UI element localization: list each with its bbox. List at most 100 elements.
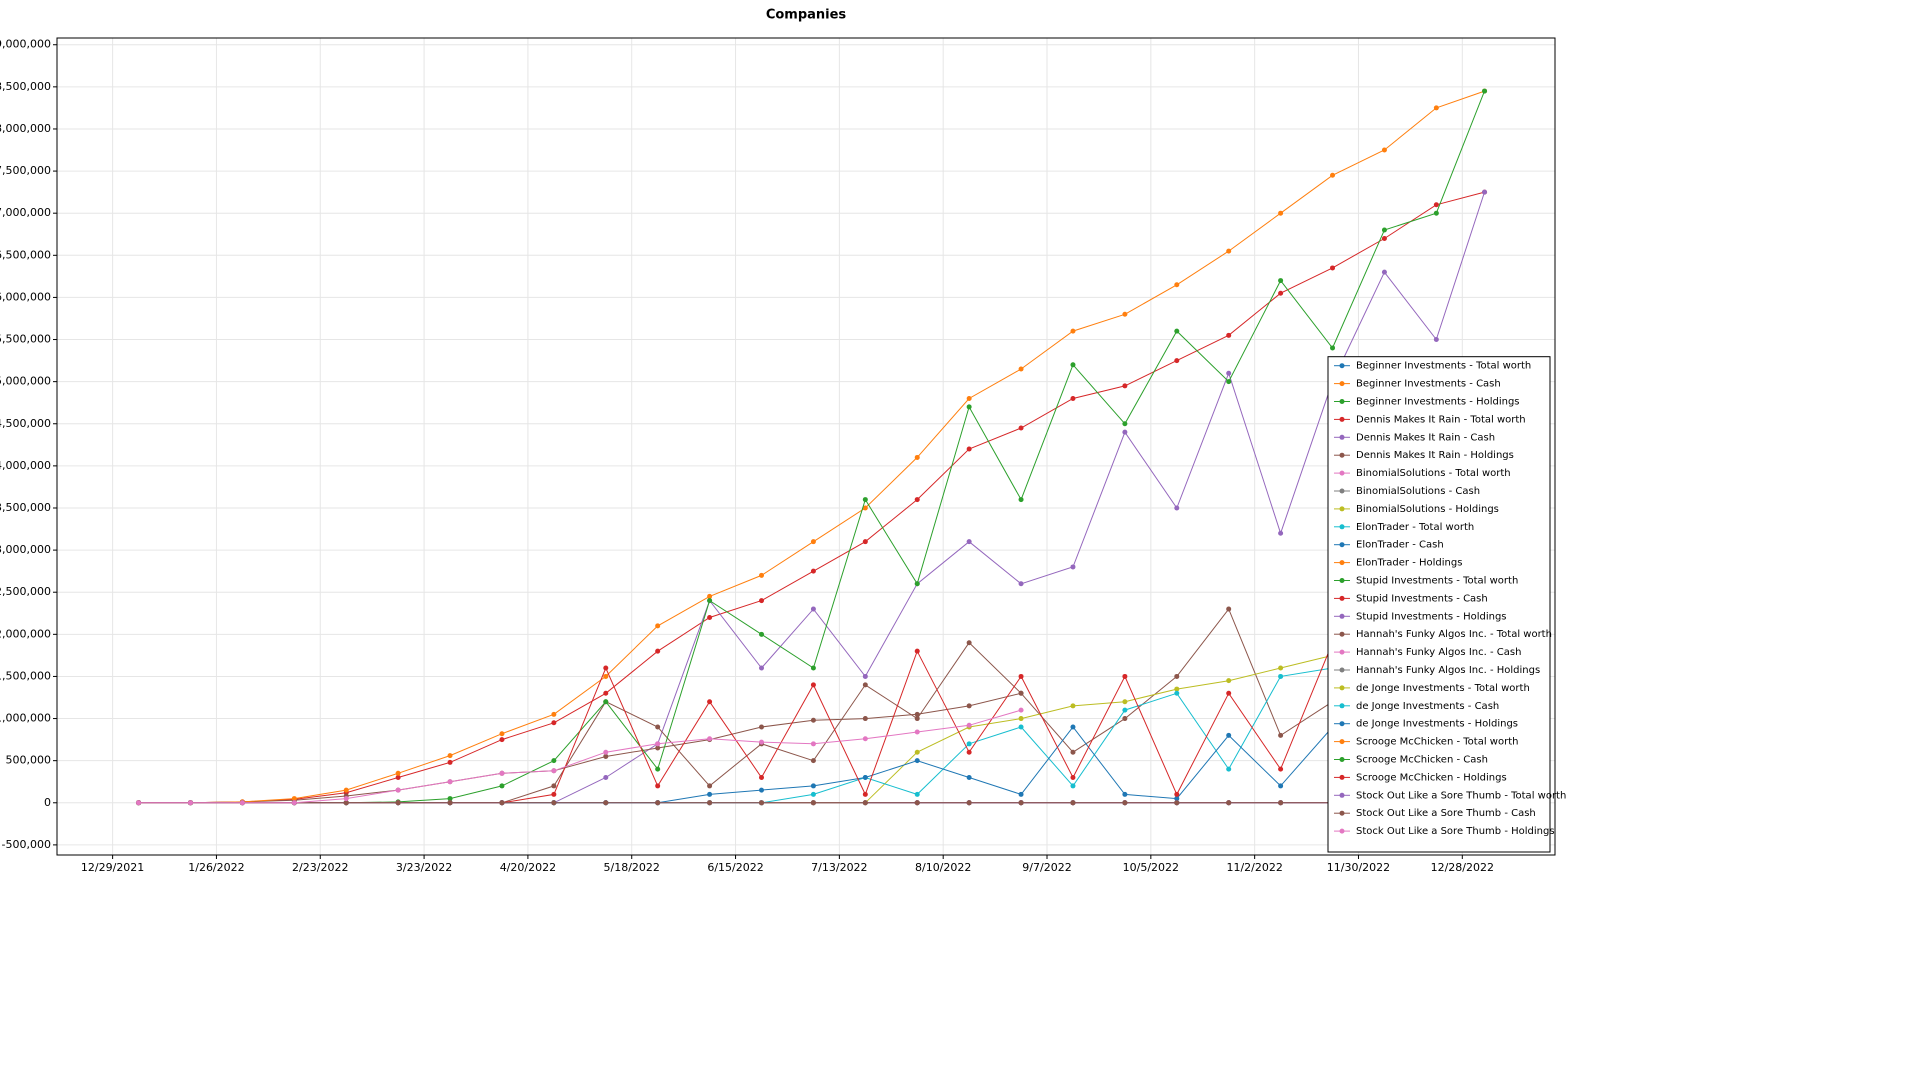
y-tick-label: 0 <box>44 796 51 809</box>
data-point <box>1330 265 1336 271</box>
data-point <box>862 791 868 797</box>
data-point <box>1433 210 1439 216</box>
data-point <box>707 699 713 705</box>
data-point <box>1122 429 1128 435</box>
legend-label: de Jonge Investments - Total worth <box>1356 683 1530 694</box>
data-point <box>1070 362 1076 368</box>
data-point <box>187 800 193 806</box>
data-point <box>759 665 765 671</box>
data-point <box>395 770 401 776</box>
data-point <box>810 568 816 574</box>
data-point <box>239 800 245 806</box>
data-point <box>291 800 297 806</box>
data-point <box>1122 716 1128 722</box>
data-point <box>655 783 661 789</box>
data-point <box>1226 606 1232 612</box>
data-point <box>1122 421 1128 427</box>
legend-swatch-marker <box>1339 810 1345 816</box>
data-point <box>1018 581 1024 587</box>
y-tick-label: 4,500,000 <box>0 417 51 430</box>
data-point <box>447 800 453 806</box>
data-point <box>551 758 557 764</box>
data-point <box>810 682 816 688</box>
data-point <box>966 722 972 728</box>
x-tick-label: 2/23/2022 <box>292 861 348 874</box>
data-point <box>603 699 609 705</box>
data-point <box>862 682 868 688</box>
data-point <box>1330 172 1336 178</box>
data-point <box>1278 290 1284 296</box>
y-tick-label: 8,500,000 <box>0 80 51 93</box>
data-point <box>1226 370 1232 376</box>
data-point <box>1174 791 1180 797</box>
x-tick-label: 4/20/2022 <box>500 861 556 874</box>
legend-swatch-marker <box>1339 578 1345 583</box>
y-tick-label: 2,000,000 <box>0 627 51 640</box>
data-point <box>810 758 816 764</box>
data-point <box>499 800 505 806</box>
x-tick-label: 6/15/2022 <box>707 861 763 874</box>
legend-label: ElonTrader - Cash <box>1356 540 1444 551</box>
data-point <box>1381 269 1387 275</box>
legend-label: Scrooge McChicken - Total worth <box>1356 737 1518 748</box>
data-point <box>1018 707 1024 713</box>
data-point <box>1174 686 1180 692</box>
legend-label: Stock Out Like a Sore Thumb - Holdings <box>1356 826 1555 837</box>
x-tick-label: 10/5/2022 <box>1123 861 1179 874</box>
data-point <box>499 770 505 776</box>
legend-label: Stupid Investments - Total worth <box>1356 576 1518 587</box>
plot-area <box>136 88 1488 806</box>
legend-label: ElonTrader - Holdings <box>1356 558 1462 569</box>
x-tick-label: 7/13/2022 <box>811 861 867 874</box>
legend-swatch-marker <box>1339 828 1345 834</box>
data-point <box>1070 395 1076 401</box>
data-point <box>914 711 920 717</box>
y-tick-label: 500,000 <box>6 754 52 767</box>
data-point <box>707 791 713 797</box>
y-tick-label: 5,000,000 <box>0 375 51 388</box>
data-point <box>603 690 609 696</box>
data-point <box>1433 105 1439 111</box>
data-point <box>810 783 816 789</box>
data-point <box>1278 278 1284 284</box>
legend-swatch-marker <box>1339 506 1345 512</box>
data-point <box>1070 749 1076 755</box>
data-point <box>759 724 765 730</box>
legend-label: Hannah's Funky Algos Inc. - Cash <box>1356 647 1521 658</box>
data-point <box>395 800 401 806</box>
data-point <box>1482 88 1488 94</box>
data-point <box>447 796 453 802</box>
y-tick-label: 1,500,000 <box>0 669 51 682</box>
legend-swatch-marker <box>1339 721 1345 727</box>
data-point <box>707 783 713 789</box>
data-point <box>914 729 920 735</box>
data-point <box>810 717 816 723</box>
data-point <box>1482 189 1488 195</box>
data-point <box>966 539 972 545</box>
data-point <box>862 673 868 679</box>
data-point <box>759 739 765 745</box>
data-point <box>966 446 972 452</box>
legend-swatch-marker <box>1339 613 1345 619</box>
legend-label: Stock Out Like a Sore Thumb - Cash <box>1356 808 1536 819</box>
y-tick-label: 2,500,000 <box>0 585 51 598</box>
x-tick-label: 3/23/2022 <box>396 861 452 874</box>
data-point <box>810 741 816 747</box>
series-line <box>138 692 1022 804</box>
data-point <box>810 800 816 806</box>
legend-label: BinomialSolutions - Total worth <box>1356 468 1511 479</box>
chart-title: Companies <box>766 8 847 23</box>
data-point <box>914 800 920 806</box>
legend-label: ElonTrader - Total worth <box>1356 522 1474 533</box>
legend-swatch-marker <box>1339 560 1345 566</box>
data-point <box>1226 332 1232 338</box>
y-tick-label: 1,000,000 <box>0 712 51 725</box>
legend-swatch-marker <box>1339 542 1345 548</box>
data-point <box>707 800 713 806</box>
data-point <box>1018 673 1024 679</box>
x-tick-label: 8/10/2022 <box>915 861 971 874</box>
data-point <box>655 800 661 806</box>
data-point <box>914 497 920 503</box>
